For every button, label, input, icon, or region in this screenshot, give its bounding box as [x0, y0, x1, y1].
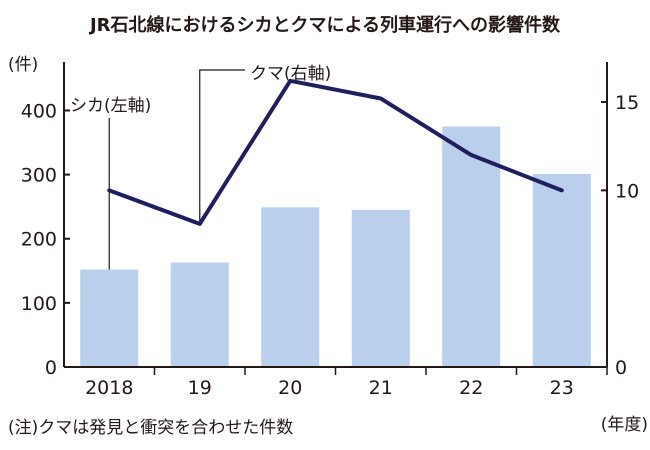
line-point-19 [198, 222, 202, 226]
x-tick-label: 2018 [85, 377, 133, 399]
left-tick-label: 400 [21, 100, 57, 122]
x-tick-label: 20 [278, 377, 302, 399]
chart-title: JR石北線におけるシカとクマによる列車運行への影響件数 [88, 14, 561, 36]
right-tick-label: 10 [615, 180, 639, 202]
x-tick-label: 19 [188, 377, 212, 399]
line-point-22 [469, 153, 473, 157]
line-point-21 [379, 96, 383, 100]
line-path [107, 78, 564, 226]
bar-19 [170, 262, 229, 367]
bar-22 [442, 126, 501, 368]
bar-21 [351, 209, 410, 367]
line-point-20 [288, 79, 292, 83]
right-tick-label: 15 [615, 92, 639, 114]
axes [63, 62, 608, 375]
line-series [107, 78, 564, 226]
x-tick-label: 23 [550, 377, 574, 399]
left-tick-label: 200 [21, 229, 57, 251]
bar-2018 [80, 269, 139, 367]
bar-20 [261, 207, 320, 367]
line-point-23 [560, 188, 564, 192]
left-tick-label: 0 [45, 357, 57, 379]
left-axis-unit: (件) [8, 55, 38, 75]
bar-series [80, 126, 591, 368]
series-callouts: シカ(左軸) クマ(右軸) [70, 64, 331, 270]
line-label-leader [199, 69, 245, 224]
x-tick-label: 22 [459, 377, 483, 399]
left-tick-label: 300 [21, 165, 57, 187]
tick-labels: 0 100 200 300 400 0 10 15 2018 19 20 21 22 23 [21, 92, 639, 399]
chart-note: (注)クマは発見と衝突を合わせた件数 [8, 418, 293, 438]
bar-23 [532, 173, 591, 367]
left-tick-label: 100 [21, 293, 57, 315]
bar-series-label: シカ(左軸) [70, 96, 151, 116]
x-tick-label: 21 [369, 377, 393, 399]
right-tick-label: 0 [615, 357, 627, 379]
x-axis-unit: (年度) [601, 415, 648, 435]
line-series-label: クマ(右軸) [250, 64, 331, 84]
line-point-2018 [107, 188, 111, 192]
